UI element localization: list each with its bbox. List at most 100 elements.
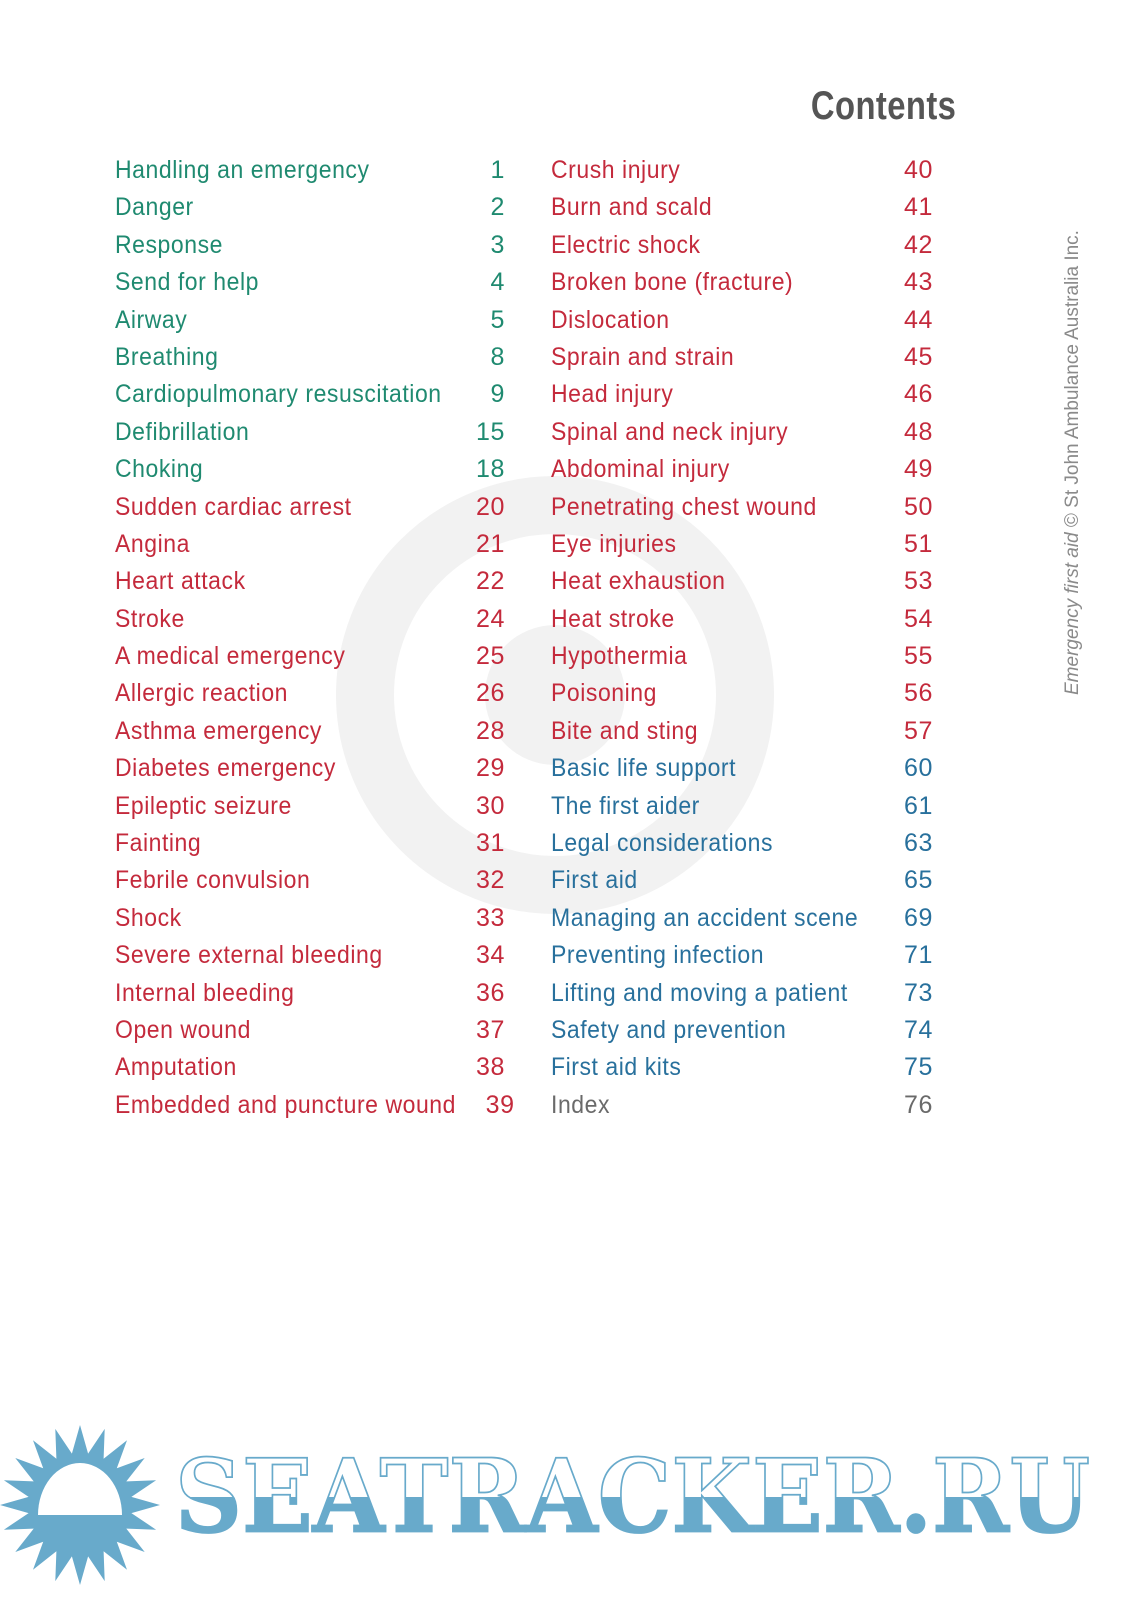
contents-entry[interactable]: Febrile convulsion 32 [115,866,505,903]
contents-entry[interactable]: Amputation 38 [115,1053,505,1090]
entry-title: Sprain and strain [551,342,735,371]
entry-title: Send for help [115,268,260,297]
contents-entry[interactable]: Poisoning 56 [551,679,933,716]
contents-entry[interactable]: Stroke 24 [115,605,505,642]
entry-title: Crush injury [551,156,681,184]
contents-entry[interactable]: Crush injury 40 [551,156,933,193]
entry-title: Abdominal injury [551,455,730,484]
contents-entry[interactable]: Sprain and strain 45 [551,343,933,380]
contents-entry[interactable]: Shock 33 [115,904,505,941]
entry-page-number: 28 [475,716,505,745]
contents-entry[interactable]: Bite and sting 57 [551,717,933,754]
contents-entry[interactable]: Index 76 [551,1091,933,1128]
background-target-watermark [336,476,774,914]
contents-entry[interactable]: Safety and prevention 74 [551,1016,933,1053]
contents-entry[interactable]: Asthma emergency 28 [115,717,505,754]
entry-page-number: 3 [490,230,505,259]
contents-entry[interactable]: Managing an accident scene 69 [551,904,933,941]
contents-entry[interactable]: Burn and scald 41 [551,193,933,230]
contents-entry[interactable]: The first aider 61 [551,792,933,829]
contents-entry[interactable]: Eye injuries 51 [551,530,933,567]
entry-title: Cardiopulmonary resuscitation [115,380,442,409]
contents-entry[interactable]: Cardiopulmonary resuscitation 9 [115,380,505,417]
contents-entry[interactable]: Fainting 31 [115,829,505,866]
entry-title: First aid [551,866,638,895]
entry-page-number: 32 [475,866,505,895]
contents-entry[interactable]: Broken bone (fracture) 43 [551,268,933,305]
entry-title: Sudden cardiac arrest [115,492,352,521]
contents-entry[interactable]: Epileptic seizure 30 [115,792,505,829]
entry-title: Febrile convulsion [115,866,311,895]
contents-entry[interactable]: Heat exhaustion 53 [551,567,933,604]
contents-entry[interactable]: Internal bleeding 36 [115,979,505,1016]
entry-page-number: 57 [903,716,933,745]
entry-page-number: 29 [475,754,505,783]
entry-title: Amputation [115,1053,237,1082]
contents-entry[interactable]: Defibrillation 15 [115,418,505,455]
contents-entry[interactable]: First aid kits 75 [551,1053,933,1090]
entry-page-number: 31 [475,829,505,858]
entry-title: Basic life support [551,754,737,783]
contents-entry[interactable]: Choking 18 [115,455,505,492]
entry-title: A medical emergency [115,642,346,671]
contents-entry[interactable]: Allergic reaction 26 [115,679,505,716]
contents-entry[interactable]: Angina 21 [115,530,505,567]
contents-entry[interactable]: Spinal and neck injury 48 [551,418,933,455]
entry-title: Fainting [115,829,202,858]
contents-entry[interactable]: Hypothermia 55 [551,642,933,679]
contents-entry[interactable]: Embedded and puncture wound 39 [115,1091,514,1128]
contents-entry[interactable]: Danger 2 [115,193,505,230]
entry-page-number: 18 [475,455,505,484]
entry-title: Epileptic seizure [115,791,292,820]
contents-entry[interactable]: A medical emergency 25 [115,642,505,679]
contents-entry[interactable]: Lifting and moving a patient 73 [551,979,933,1016]
contents-entry[interactable]: Heat stroke 54 [551,605,933,642]
book-title: Emergency first aid [1062,532,1083,695]
contents-entry[interactable]: Basic life support 60 [551,754,933,791]
entry-title: Lifting and moving a patient [551,978,848,1007]
contents-entry[interactable]: Penetrating chest wound 50 [551,493,933,530]
entry-title: Angina [115,529,190,558]
contents-entry[interactable]: Heart attack 22 [115,567,505,604]
entry-title: Heart attack [115,567,246,596]
contents-entry[interactable]: Head injury 46 [551,380,933,417]
contents-entry[interactable]: Legal considerations 63 [551,829,933,866]
entry-page-number: 65 [903,866,933,895]
contents-left-column: Handling an emergency 1 Danger 2 Response 3 Se… [115,156,514,1128]
sun-icon [0,1425,160,1585]
contents-entry[interactable]: Breathing 8 [115,343,505,380]
entry-title: Open wound [115,1015,251,1044]
entry-title: Hypothermia [551,642,688,671]
entry-page-number: 40 [903,156,933,184]
contents-entry[interactable]: Open wound 37 [115,1016,505,1053]
contents-entry[interactable]: Electric shock 42 [551,231,933,268]
contents-entry[interactable]: Diabetes emergency 29 [115,754,505,791]
contents-entry[interactable]: Severe external bleeding 34 [115,941,505,978]
seatracker-watermark-logo: SEATRACKER.RU [0,1425,1091,1585]
contents-entry[interactable]: Handling an emergency 1 [115,156,505,193]
entry-page-number: 43 [903,268,933,297]
contents-entry[interactable]: First aid 65 [551,866,933,903]
contents-entry[interactable]: Airway 5 [115,306,505,343]
contents-entry[interactable]: Dislocation 44 [551,306,933,343]
contents-entry[interactable]: Sudden cardiac arrest 20 [115,493,505,530]
contents-entry[interactable]: Abdominal injury 49 [551,455,933,492]
contents-entry[interactable]: Response 3 [115,231,505,268]
entry-title: Allergic reaction [115,679,289,708]
entry-page-number: 55 [903,642,933,671]
entry-page-number: 45 [903,342,933,371]
contents-entry[interactable]: Preventing infection 71 [551,941,933,978]
entry-title: Severe external bleeding [115,941,383,970]
entry-page-number: 74 [903,1015,933,1044]
entry-title: Eye injuries [551,529,677,558]
entry-page-number: 33 [475,903,505,932]
entry-title: Spinal and neck injury [551,417,789,446]
entry-title: Heat stroke [551,604,675,633]
entry-title: Danger [115,193,194,222]
entry-title: Stroke [115,604,185,633]
entry-page-number: 48 [903,417,933,446]
entry-title: Broken bone (fracture) [551,268,794,297]
contents-entry[interactable]: Send for help 4 [115,268,505,305]
entry-title: Response [115,230,223,259]
entry-page-number: 15 [475,417,505,446]
